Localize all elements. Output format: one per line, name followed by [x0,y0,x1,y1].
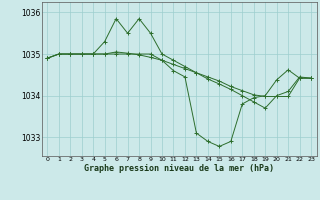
X-axis label: Graphe pression niveau de la mer (hPa): Graphe pression niveau de la mer (hPa) [84,164,274,173]
